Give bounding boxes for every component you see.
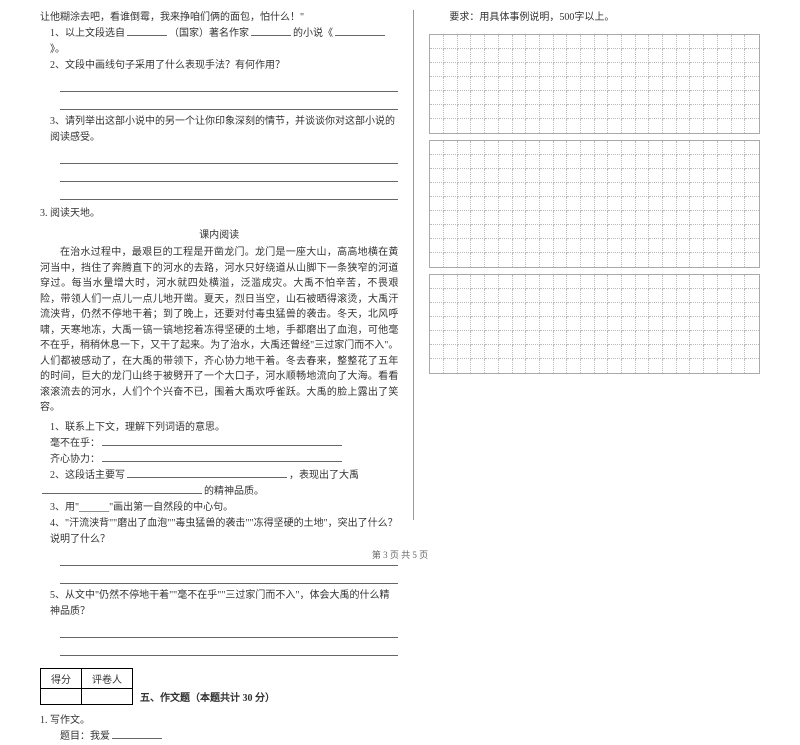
sub1: 1、联系上下文，理解下列词语的意思。 xyxy=(40,420,398,436)
page-footer: 第 3 页 共 5 页 xyxy=(0,548,800,561)
context-line: 让他糊涂去吧，看谁倒霉，我来挣咱们俩的面包，怕什么！" xyxy=(40,10,398,26)
answer-line xyxy=(60,624,398,638)
writing-q1: 1. 写作文。 xyxy=(40,713,398,729)
writing-topic: 题目：我爱 xyxy=(40,729,398,745)
sub2: 2、这段话主要写，表现出了大禹 xyxy=(40,468,398,484)
answer-line xyxy=(60,186,398,200)
answer-line xyxy=(60,78,398,92)
answer-line xyxy=(60,642,398,656)
passage: 在治水过程中，最艰巨的工程是开凿龙门。龙门是一座大山，高高地横在黄河当中，挡住了… xyxy=(40,245,398,416)
q1: 1、以上文段选自（国家）著名作家的小说《》。 xyxy=(40,26,398,58)
answer-line xyxy=(60,96,398,110)
right-column: 要求：用具体事例说明，500字以上。 xyxy=(414,10,760,520)
score-header: 得分 xyxy=(41,668,82,688)
sub1b: 齐心协力： xyxy=(40,452,398,468)
sub4: 4、"汗流浃背""磨出了血泡""毒虫猛兽的袭击""冻得坚硬的土地"，突出了什么？… xyxy=(40,516,398,548)
sub2c: 的精神品质。 xyxy=(40,484,398,500)
reviewer-header: 评卷人 xyxy=(82,668,133,688)
sub5: 5、从文中"仍然不停地干着""毫不在乎""三过家门而不入"，体会大禹的什么精神品… xyxy=(40,588,398,620)
q3: 3、请列举出这部小说中的另一个让你印象深刻的情节，并谈谈你对这部小说的阅读感受。 xyxy=(40,114,398,146)
sub3: 3、用"______"画出第一自然段的中心句。 xyxy=(40,500,398,516)
q2: 2、文段中画线句子采用了什么表现手法？有何作用？ xyxy=(40,58,398,74)
sub1a: 毫不在乎： xyxy=(40,436,398,452)
requirement: 要求：用具体事例说明，500字以上。 xyxy=(429,10,760,26)
left-column: 让他糊涂去吧，看谁倒霉，我来挣咱们俩的面包，怕什么！" 1、以上文段选自（国家）… xyxy=(40,10,414,520)
answer-line xyxy=(60,570,398,584)
reading-title: 3. 阅读天地。 xyxy=(40,206,398,222)
inner-title: 课内阅读 xyxy=(40,226,398,241)
answer-line xyxy=(60,168,398,182)
answer-line xyxy=(60,150,398,164)
section-5-title: 五、作文题（本题共计 30 分） xyxy=(140,693,275,704)
writing-grid xyxy=(429,34,760,374)
